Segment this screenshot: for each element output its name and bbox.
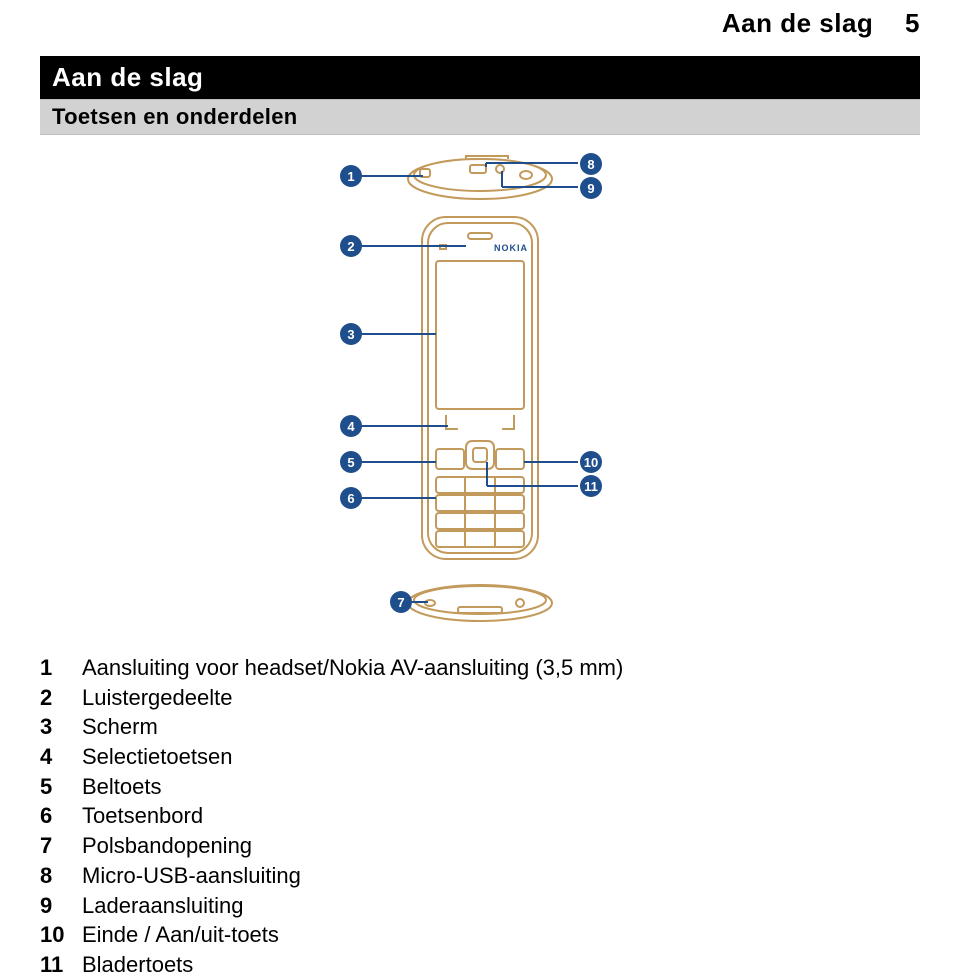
legend-row: 6Toetsenbord xyxy=(40,801,920,831)
legend-number: 3 xyxy=(40,712,82,742)
legend-number: 2 xyxy=(40,683,82,713)
legend-text: Aansluiting voor headset/Nokia AV-aanslu… xyxy=(82,653,623,683)
legend-text: Beltoets xyxy=(82,772,162,802)
legend-row: 5Beltoets xyxy=(40,772,920,802)
brand-text: NOKIA xyxy=(494,243,528,253)
callout-9: 9 xyxy=(580,177,602,199)
manual-page: Aan de slag 5 Aan de slag Toetsen en ond… xyxy=(0,0,960,942)
legend-row: 4Selectietoetsen xyxy=(40,742,920,772)
section-title: Aan de slag xyxy=(40,56,920,99)
running-header: Aan de slag 5 xyxy=(722,8,920,39)
phone-diagram: NOKIA xyxy=(270,153,690,633)
legend-number: 1 xyxy=(40,653,82,683)
legend-number: 8 xyxy=(40,861,82,891)
legend-text: Luistergedeelte xyxy=(82,683,232,713)
diagram-container: NOKIA xyxy=(40,153,920,633)
legend-row: 9Laderaansluiting xyxy=(40,891,920,921)
running-title: Aan de slag xyxy=(722,8,873,38)
legend-row: 8Micro-USB-aansluiting xyxy=(40,861,920,891)
legend-row: 1Aansluiting voor headset/Nokia AV-aansl… xyxy=(40,653,920,683)
legend-text: Micro-USB-aansluiting xyxy=(82,861,301,891)
legend-row: 7Polsbandopening xyxy=(40,831,920,861)
legend-text: Scherm xyxy=(82,712,158,742)
legend-text: Selectietoetsen xyxy=(82,742,232,772)
legend-number: 10 xyxy=(40,920,82,950)
legend-text: Toetsenbord xyxy=(82,801,203,831)
callout-3: 3 xyxy=(340,323,362,345)
callout-2: 2 xyxy=(340,235,362,257)
legend-text: Laderaansluiting xyxy=(82,891,243,921)
legend-number: 4 xyxy=(40,742,82,772)
callout-11: 11 xyxy=(580,475,602,497)
callout-6: 6 xyxy=(340,487,362,509)
page-number: 5 xyxy=(905,8,920,39)
callout-5: 5 xyxy=(340,451,362,473)
callout-4: 4 xyxy=(340,415,362,437)
parts-legend: 1Aansluiting voor headset/Nokia AV-aansl… xyxy=(40,653,920,980)
phone-svg: NOKIA xyxy=(270,153,690,633)
legend-text: Bladertoets xyxy=(82,950,193,980)
subsection-title: Toetsen en onderdelen xyxy=(40,99,920,135)
legend-row: 2Luistergedeelte xyxy=(40,683,920,713)
legend-row: 10Einde / Aan/uit-toets xyxy=(40,920,920,950)
legend-number: 7 xyxy=(40,831,82,861)
legend-number: 6 xyxy=(40,801,82,831)
legend-number: 5 xyxy=(40,772,82,802)
legend-text: Polsbandopening xyxy=(82,831,252,861)
legend-number: 9 xyxy=(40,891,82,921)
legend-number: 11 xyxy=(40,950,82,980)
callout-1: 1 xyxy=(340,165,362,187)
legend-row: 11Bladertoets xyxy=(40,950,920,980)
callout-7: 7 xyxy=(390,591,412,613)
legend-row: 3Scherm xyxy=(40,712,920,742)
callout-10: 10 xyxy=(580,451,602,473)
callout-8: 8 xyxy=(580,153,602,175)
legend-text: Einde / Aan/uit-toets xyxy=(82,920,279,950)
